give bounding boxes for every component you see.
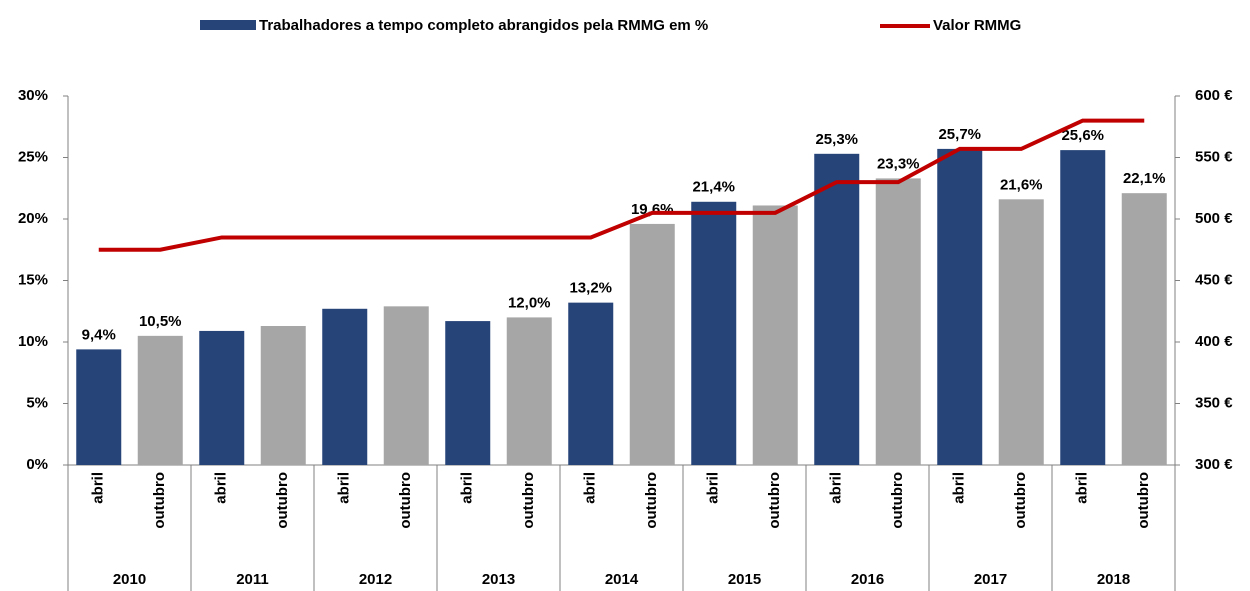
value-label: 13,2%: [569, 280, 612, 297]
y-tick-label: 5%: [26, 394, 48, 411]
y-tick-label: 0%: [26, 456, 48, 473]
group-label: 2011: [236, 571, 269, 588]
group-label: 2010: [113, 571, 146, 588]
bar: [875, 178, 921, 465]
x-tick-label: abril: [1074, 472, 1091, 504]
y-tick-label: 10%: [18, 333, 48, 350]
line: [98, 118, 1145, 252]
value-label: 9,4%: [82, 326, 116, 343]
x-tick-label: abril: [459, 472, 476, 504]
x-tick-label: outubro: [151, 472, 168, 529]
group-label: 2016: [851, 571, 884, 588]
bar: [568, 302, 614, 465]
y2-tick-label: 500 €: [1195, 210, 1233, 227]
x-tick-label: abril: [705, 472, 722, 504]
group-label: 2015: [728, 571, 761, 588]
bar: [506, 317, 552, 465]
y-tick-label: 20%: [18, 210, 48, 227]
group-label: 2014: [605, 571, 639, 588]
x-tick-label: outubro: [889, 472, 906, 529]
x-tick-label: outubro: [397, 472, 414, 529]
legend-label: Valor RMMG: [933, 17, 1021, 34]
y2-tick-label: 450 €: [1195, 271, 1233, 288]
x-tick-label: abril: [951, 472, 968, 504]
value-label: 22,1%: [1123, 170, 1166, 187]
x-tick-label: outubro: [1135, 472, 1152, 529]
x-tick-label: outubro: [1012, 472, 1029, 529]
x-tick-label: outubro: [643, 472, 660, 529]
bar: [1060, 150, 1106, 465]
y-tick-label: 15%: [18, 271, 48, 288]
y2-tick-label: 550 €: [1195, 148, 1233, 165]
bar: [445, 321, 491, 465]
x-tick-label: abril: [336, 472, 353, 504]
group-label: 2012: [359, 571, 392, 588]
bar: [260, 326, 306, 465]
bar: [322, 308, 368, 465]
bar: [629, 223, 675, 465]
legend-label: Trabalhadores a tempo completo abrangido…: [259, 17, 708, 34]
y2-tick-label: 300 €: [1195, 456, 1233, 473]
group-label: 2017: [974, 571, 1007, 588]
x-tick-label: abril: [828, 472, 845, 504]
bar: [814, 153, 860, 465]
group-label: 2013: [482, 571, 515, 588]
value-label: 21,4%: [692, 179, 735, 196]
bar: [76, 349, 122, 465]
group-label: 2018: [1097, 571, 1130, 588]
bar: [199, 330, 245, 465]
x-tick-label: outubro: [274, 472, 291, 529]
x-tick-label: outubro: [766, 472, 783, 529]
bar: [937, 148, 983, 465]
bar: [383, 306, 429, 465]
y2-tick-label: 400 €: [1195, 333, 1233, 350]
legend-swatch: [200, 20, 256, 30]
value-label: 19,6%: [631, 201, 674, 218]
bar: [1121, 193, 1167, 466]
bar: [998, 199, 1044, 465]
bar: [137, 335, 183, 465]
bar: [752, 205, 798, 465]
bar: [691, 201, 737, 465]
x-tick-label: abril: [582, 472, 599, 504]
value-label: 25,3%: [815, 131, 858, 148]
y2-tick-label: 600 €: [1195, 87, 1233, 104]
value-label: 25,7%: [938, 126, 981, 143]
y2-tick-label: 350 €: [1195, 394, 1233, 411]
value-label: 21,6%: [1000, 176, 1043, 193]
y-tick-label: 30%: [18, 87, 48, 104]
x-tick-label: abril: [213, 472, 230, 504]
value-label: 25,6%: [1061, 127, 1104, 144]
value-label: 12,0%: [508, 294, 551, 311]
x-tick-label: abril: [90, 472, 107, 504]
y-tick-label: 25%: [18, 148, 48, 165]
value-label: 23,3%: [877, 155, 920, 172]
value-label: 10,5%: [139, 313, 182, 330]
x-tick-label: outubro: [520, 472, 537, 529]
